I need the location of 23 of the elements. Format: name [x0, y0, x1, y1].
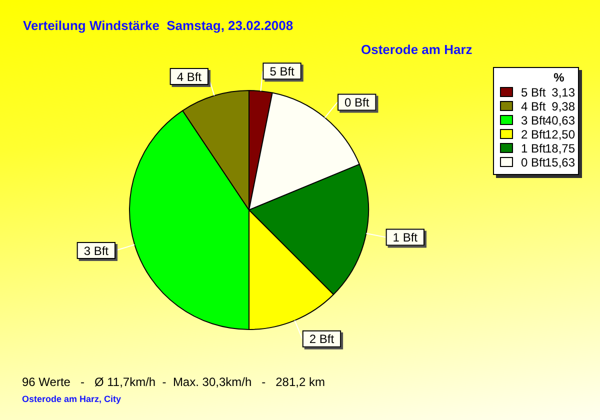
legend-title: %	[554, 70, 565, 84]
legend-label: 4 Bft	[521, 99, 546, 114]
legend-label: 5 Bft	[521, 85, 546, 100]
data-label: 15,63	[544, 155, 576, 170]
chart-title: Verteilung Windstärke Samstag, 23.02.2008	[23, 18, 294, 33]
slice-label: 1 Bft	[392, 230, 418, 245]
data-label: 40,63	[544, 113, 576, 128]
slice-label: 5 Bft	[270, 64, 296, 78]
slice-label: 2 Bft	[309, 332, 335, 346]
slice-label: 0 Bft	[344, 96, 370, 110]
data-label: 12,50	[544, 127, 576, 142]
legend-label: 3 Bft	[521, 113, 546, 128]
legend-label: 0 Bft	[521, 155, 546, 170]
slice-label: 3 Bft	[84, 244, 110, 258]
legend-label: 2 Bft	[521, 127, 546, 142]
chart-subtitle: Osterode am Harz	[361, 42, 473, 57]
data-label: 18,75	[544, 141, 576, 156]
text: Osterode am Harz, City	[22, 394, 122, 404]
text: 96 Werte - Ø 11,7km/h - Max. 30,3km/h - 281,2 km	[22, 375, 325, 389]
legend-label: 1 Bft	[521, 141, 546, 156]
data-label: 3,13	[552, 85, 576, 100]
data-label: 9,38	[552, 99, 576, 114]
slice-label: 4 Bft	[176, 70, 202, 84]
